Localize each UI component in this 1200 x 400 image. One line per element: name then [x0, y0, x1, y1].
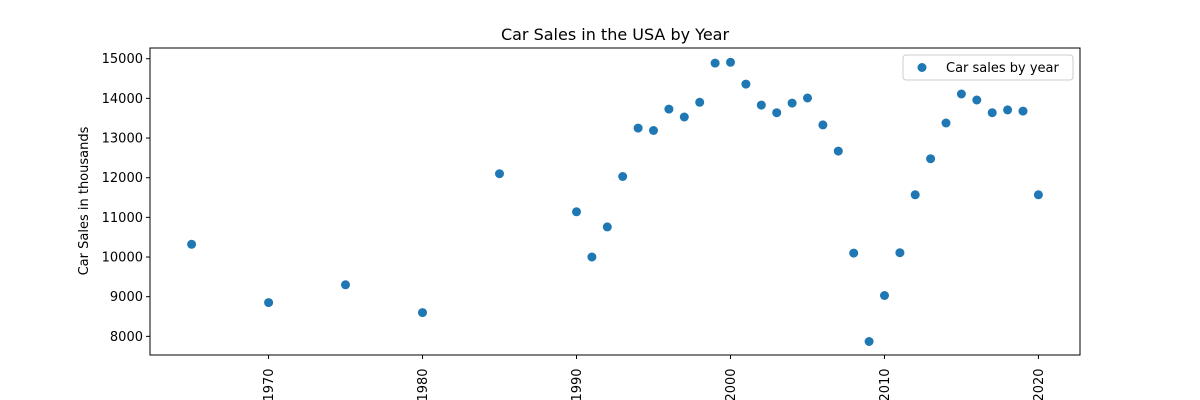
x-axis: 1970 1980 1990 2000 2010 2020	[262, 355, 1047, 400]
data-point	[341, 280, 350, 290]
legend-box	[902, 54, 1074, 81]
data-point	[941, 118, 951, 128]
data-point	[726, 57, 735, 67]
y-tick-label: 8000	[110, 330, 143, 345]
data-point	[618, 172, 628, 181]
data-point	[264, 298, 274, 308]
data-point	[418, 308, 427, 318]
data-point	[880, 291, 889, 300]
chart-title: Car Sales in the USA by Year	[501, 25, 730, 44]
y-tick-label: 11000	[102, 211, 143, 226]
x-tick-label: 1970	[262, 368, 277, 400]
y-axis-label: Car Sales in thousands	[77, 126, 92, 275]
data-point	[1018, 106, 1028, 116]
data-point	[495, 169, 504, 179]
data-point	[910, 190, 920, 200]
data-point	[926, 154, 936, 164]
x-tick-label: 1990	[570, 368, 585, 400]
legend-marker	[917, 63, 927, 72]
y-tick-label: 13000	[102, 132, 143, 147]
y-tick-label: 14000	[102, 92, 143, 107]
y-tick-label: 12000	[102, 171, 143, 186]
data-point	[756, 100, 766, 110]
data-point	[833, 146, 843, 156]
data-point	[972, 95, 982, 105]
y-tick-label: 15000	[102, 52, 143, 67]
legend-label: Car sales by year	[946, 61, 1060, 76]
plot-area-frame	[149, 47, 1081, 356]
data-point	[1033, 190, 1043, 200]
data-point	[849, 248, 859, 258]
data-point	[695, 97, 705, 107]
data-point	[803, 93, 812, 103]
data-point	[864, 337, 874, 346]
data-point	[187, 239, 197, 249]
data-point	[772, 108, 782, 118]
data-point	[895, 248, 905, 258]
data-point	[649, 126, 658, 135]
data-point	[818, 120, 828, 130]
legend: Car sales by year	[902, 54, 1074, 81]
data-point	[679, 112, 689, 122]
y-tick-label: 9000	[110, 290, 143, 305]
data-point	[633, 123, 643, 133]
data-point	[664, 104, 674, 114]
x-tick-label: 2020	[1032, 368, 1047, 400]
x-tick-label: 2010	[878, 368, 893, 400]
data-point	[710, 58, 720, 68]
data-point	[787, 98, 797, 108]
data-points	[187, 57, 1043, 346]
y-tick-label: 10000	[102, 251, 143, 266]
data-point	[602, 222, 612, 232]
data-point	[572, 207, 581, 217]
data-point	[1003, 105, 1013, 115]
data-point	[987, 108, 997, 118]
data-point	[956, 89, 966, 99]
data-point	[587, 252, 597, 262]
y-axis: 8000 9000 10000 11000 12000 13000 14000 15000	[102, 52, 150, 345]
x-tick-label: 1980	[416, 368, 431, 400]
x-tick-label: 2000	[724, 368, 739, 400]
data-point	[741, 79, 751, 89]
